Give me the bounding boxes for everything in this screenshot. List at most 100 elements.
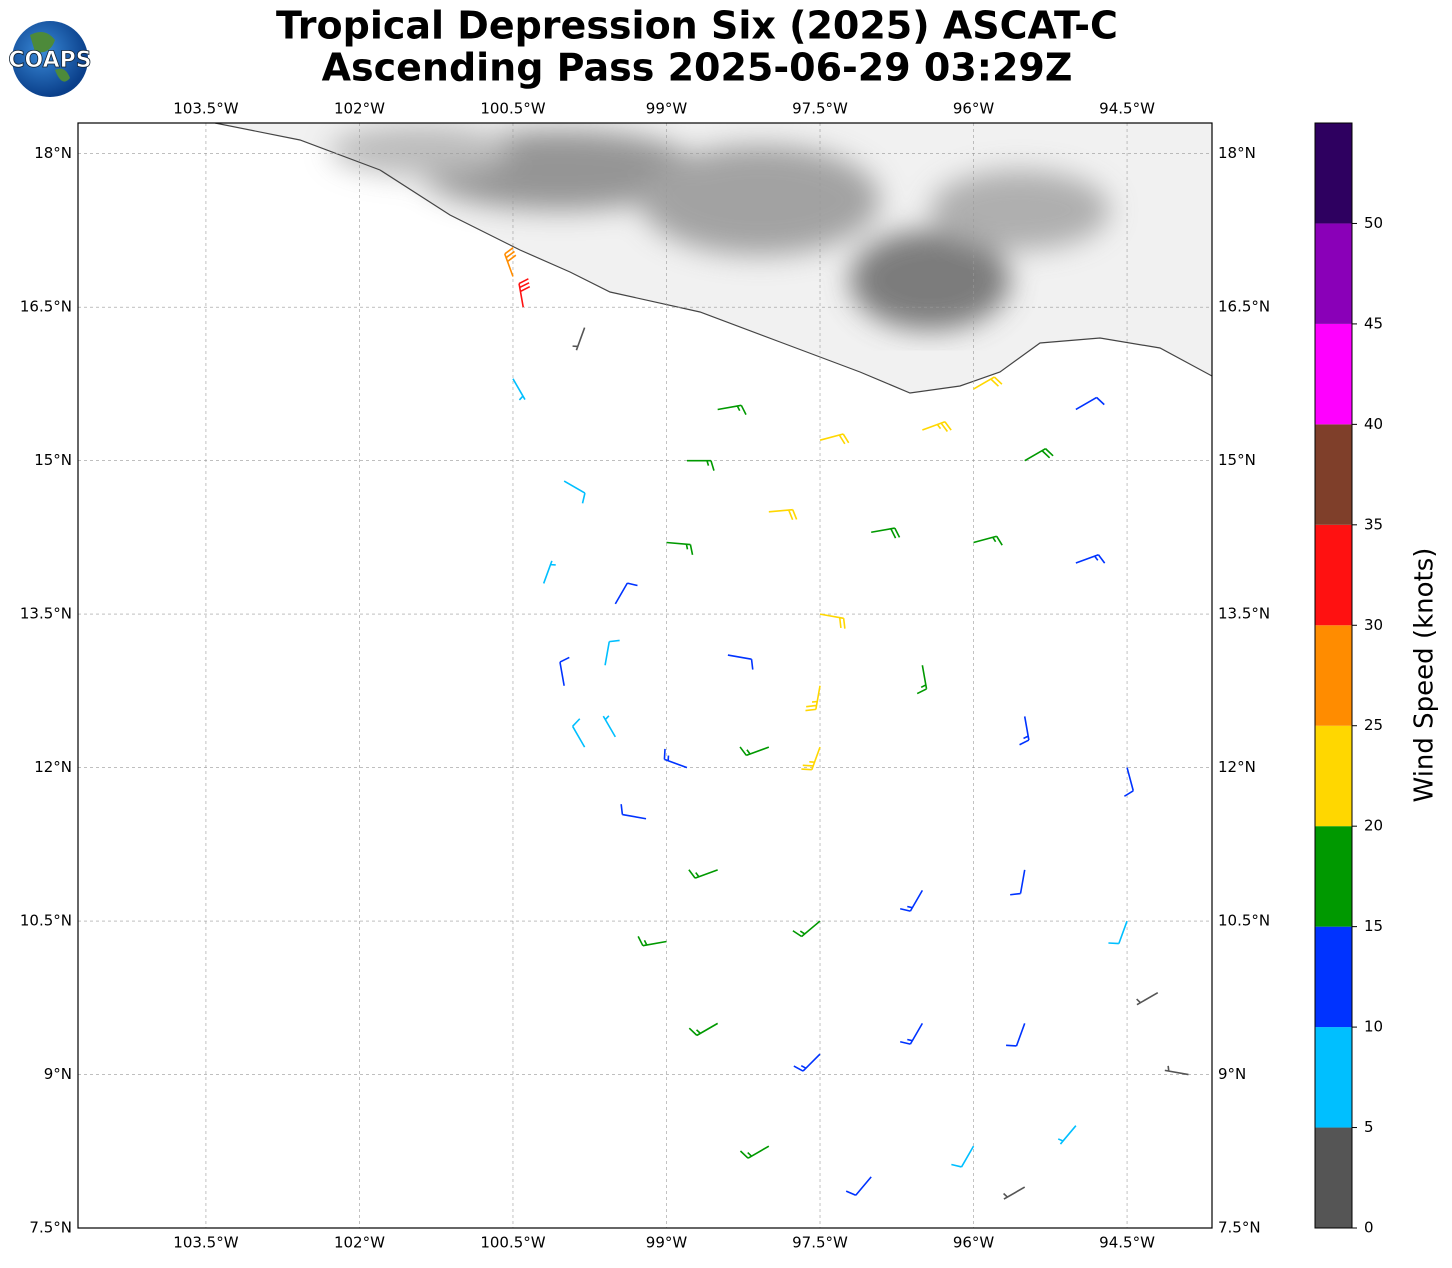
wind-barb bbox=[801, 746, 821, 771]
y-tick-label: 16.5°N bbox=[20, 298, 72, 316]
wind-barb bbox=[571, 718, 586, 748]
wind-barb bbox=[819, 433, 850, 445]
wind-barb bbox=[663, 748, 688, 769]
wind-barb bbox=[1075, 553, 1106, 564]
colorbar-label: Wind Speed (knots) bbox=[1410, 548, 1440, 803]
colorbar-tick-label: 35 bbox=[1364, 515, 1383, 533]
y-tick-label: 12°N bbox=[34, 758, 72, 776]
wind-barb bbox=[900, 1022, 924, 1045]
wind-barb bbox=[973, 376, 1003, 390]
chart-title: Tropical Depression Six (2025) ASCAT-C bbox=[276, 4, 1118, 48]
wind-barb bbox=[1136, 991, 1159, 1006]
colorbar-swatch bbox=[1315, 625, 1352, 726]
colorbar-swatch bbox=[1315, 123, 1352, 224]
x-tick-label: 96°W bbox=[953, 1234, 995, 1252]
colorbar-tick-label: 25 bbox=[1364, 716, 1383, 734]
y-tick-label: 10.5°N bbox=[20, 912, 72, 930]
wind-barb bbox=[793, 1053, 821, 1072]
colorbar-tick-label: 0 bbox=[1364, 1219, 1374, 1237]
map-area bbox=[78, 123, 1212, 1228]
x-tick-label: 102°W bbox=[334, 1234, 385, 1252]
wind-barb bbox=[1010, 869, 1026, 896]
wind-barb bbox=[819, 613, 846, 629]
wind-barb bbox=[1019, 716, 1030, 746]
wind-barb bbox=[805, 685, 821, 712]
x-tick-label: 97.5°W bbox=[792, 1234, 848, 1252]
colorbar-swatch bbox=[1315, 323, 1352, 425]
wind-barb bbox=[688, 869, 718, 879]
wind-barb bbox=[739, 746, 770, 757]
y-tick-label: 13.5°N bbox=[20, 605, 72, 623]
axes: 103.5°W 103.5°W 102°W 102°W 100.5°W 100.5°W 99… bbox=[20, 100, 1270, 1252]
x-tick-label: 103.5°W bbox=[173, 100, 238, 118]
coastline bbox=[214, 123, 1212, 394]
wind-barb bbox=[727, 654, 754, 670]
wind-barb bbox=[922, 420, 952, 432]
wind-barb bbox=[916, 665, 928, 695]
colorbar-tick-label: 45 bbox=[1364, 314, 1383, 332]
wind-barb bbox=[614, 582, 638, 605]
x-tick-label: 100.5°W bbox=[480, 100, 545, 118]
colorbar-tick-label: 10 bbox=[1364, 1018, 1383, 1036]
colorbar-tick-label: 40 bbox=[1364, 415, 1383, 433]
y-tick-label: 12°N bbox=[1218, 758, 1256, 776]
wind-barb bbox=[1057, 1125, 1077, 1145]
wind-barb bbox=[900, 889, 924, 912]
y-tick-label: 9°N bbox=[44, 1065, 72, 1083]
y-tick-label: 16.5°N bbox=[1218, 298, 1270, 316]
wind-barb bbox=[559, 656, 570, 686]
x-tick-label: 99°W bbox=[646, 1234, 688, 1252]
y-tick-label: 7.5°N bbox=[29, 1219, 72, 1237]
x-tick-label: 103.5°W bbox=[173, 1234, 238, 1252]
y-tick-label: 10.5°N bbox=[1218, 912, 1270, 930]
colorbar-frame bbox=[1314, 122, 1353, 1229]
y-tick-label: 9°N bbox=[1218, 1065, 1246, 1083]
x-tick-label: 96°W bbox=[953, 100, 995, 118]
y-tick-label: 15°N bbox=[34, 451, 72, 469]
wind-barb bbox=[739, 1145, 770, 1159]
logo-text: COAPS bbox=[8, 48, 91, 73]
wind-barb bbox=[1108, 920, 1128, 945]
wind-barb bbox=[512, 378, 526, 401]
colorbar-tick-label: 30 bbox=[1364, 616, 1383, 634]
wind-barb bbox=[1123, 767, 1135, 797]
wind-barb bbox=[666, 541, 694, 555]
wind-barb bbox=[1006, 1023, 1026, 1047]
wind-barb bbox=[572, 327, 586, 351]
colorbar-swatch bbox=[1315, 926, 1352, 1028]
colorbar-swatch bbox=[1315, 424, 1352, 525]
colorbar: 0 5 10 15 20 25 30 35 40 45 50 bbox=[1314, 122, 1383, 1237]
wind-barb bbox=[792, 920, 821, 938]
grid bbox=[78, 123, 1212, 1228]
colorbar-swatch bbox=[1315, 223, 1352, 324]
wind-barb bbox=[518, 278, 531, 308]
wind-barb bbox=[951, 1145, 975, 1168]
colorbar-tick-label: 15 bbox=[1364, 917, 1383, 935]
colorbar-swatch bbox=[1315, 826, 1352, 927]
wind-barb bbox=[637, 935, 667, 947]
x-tick-label: 94.5°W bbox=[1099, 100, 1155, 118]
y-tick-label: 15°N bbox=[1218, 451, 1256, 469]
colorbar-swatch bbox=[1315, 1127, 1352, 1228]
wind-barb bbox=[768, 508, 798, 521]
wind-barb bbox=[604, 639, 620, 666]
colorbar-swatch bbox=[1315, 524, 1352, 626]
chart-subtitle: Ascending Pass 2025-06-29 03:29Z bbox=[322, 46, 1073, 90]
colorbar-swatch bbox=[1315, 1027, 1352, 1128]
y-tick-label: 18°N bbox=[1218, 144, 1256, 162]
wind-barb bbox=[542, 560, 556, 584]
x-tick-label: 100.5°W bbox=[480, 1234, 545, 1252]
x-tick-label: 94.5°W bbox=[1099, 1234, 1155, 1252]
logo-land bbox=[30, 31, 70, 82]
wind-barb bbox=[973, 535, 1003, 546]
logo: COAPS bbox=[8, 21, 92, 97]
colorbar-swatch bbox=[1315, 725, 1352, 827]
wind-barb bbox=[688, 1022, 719, 1037]
wind-barb bbox=[620, 804, 647, 820]
wind-barb bbox=[1003, 1186, 1026, 1200]
y-tick-label: 7.5°N bbox=[1218, 1219, 1261, 1237]
wind-barb bbox=[686, 459, 715, 471]
colorbar-tick-label: 20 bbox=[1364, 817, 1383, 835]
wind-barb bbox=[717, 404, 747, 416]
